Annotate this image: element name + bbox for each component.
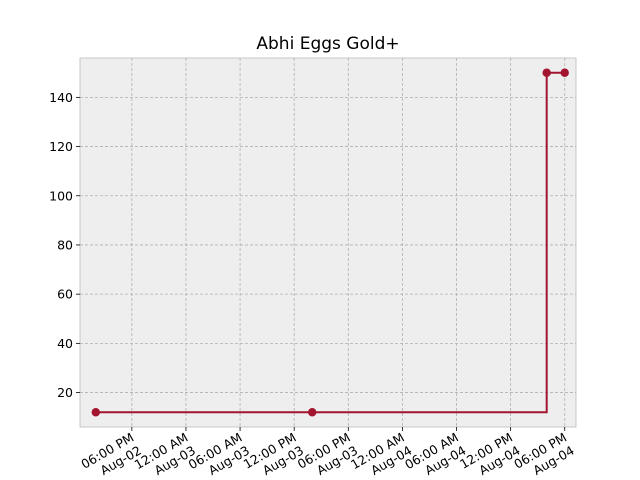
y-tick-label: 80 bbox=[57, 237, 73, 252]
x-tick-label: 06:00 PMAug-03 bbox=[295, 430, 361, 480]
x-tick-label: 12:00 PMAug-03 bbox=[241, 430, 307, 480]
plot-area bbox=[79, 57, 577, 428]
data-point bbox=[542, 68, 551, 77]
data-point bbox=[560, 68, 569, 77]
x-tick-label: 12:00 AMAug-03 bbox=[132, 430, 198, 480]
y-tick-label: 140 bbox=[49, 90, 73, 105]
grid bbox=[80, 58, 576, 427]
y-axis: 20 40 60 80 100 120 140 bbox=[49, 90, 80, 400]
y-tick-label: 60 bbox=[57, 287, 73, 302]
series-layer bbox=[91, 68, 569, 417]
series-line bbox=[95, 71, 565, 414]
data-point bbox=[308, 408, 317, 417]
data-point bbox=[91, 408, 100, 417]
x-tick-label: 06:00 PMAug-02 bbox=[78, 430, 144, 480]
x-tick-label: 06:00 AMAug-04 bbox=[402, 430, 468, 480]
x-tick-label: 06:00 PMAug-04 bbox=[511, 430, 577, 480]
x-tick-label: 12:00 AMAug-04 bbox=[348, 430, 414, 480]
y-tick-label: 120 bbox=[49, 139, 73, 154]
chart-title: Abhi Eggs Gold+ bbox=[256, 34, 399, 54]
y-tick-label: 40 bbox=[57, 336, 73, 351]
x-tick-label: 06:00 AMAug-03 bbox=[186, 430, 252, 480]
y-tick-label: 100 bbox=[49, 188, 73, 203]
x-tick-label: 12:00 PMAug-04 bbox=[457, 430, 523, 480]
y-tick-label: 20 bbox=[57, 385, 73, 400]
